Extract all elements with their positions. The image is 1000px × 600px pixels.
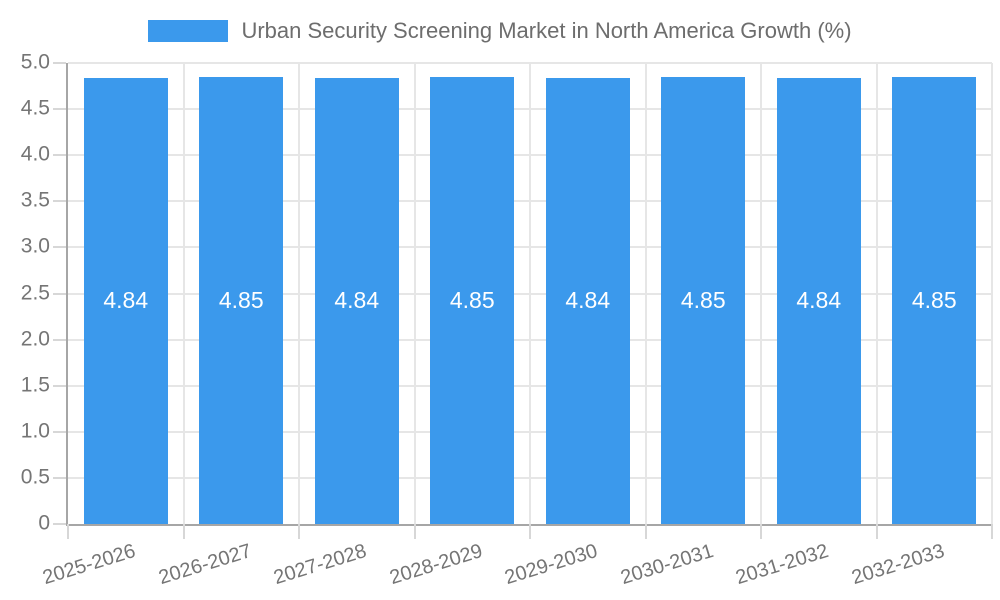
x-axis-tick <box>67 524 69 539</box>
x-axis-tick <box>182 524 185 539</box>
gridline-vertical <box>644 63 647 524</box>
x-axis-label: 2026-2027 <box>155 540 254 590</box>
x-axis-tick <box>298 524 300 539</box>
bar-2031-2032[interactable]: 4.84 <box>776 77 861 524</box>
y-axis-label: 1.0 <box>20 419 50 443</box>
y-axis-label: 5.0 <box>20 50 50 74</box>
gridline-vertical <box>991 63 993 524</box>
y-axis-tick <box>53 62 66 64</box>
y-axis-tick <box>53 523 66 525</box>
chart-legend: Urban Security Screening Market in North… <box>0 18 1000 44</box>
x-axis-tick <box>413 524 416 539</box>
bar-2027-2028[interactable]: 4.84 <box>314 77 399 524</box>
x-axis-tick <box>644 524 647 539</box>
y-axis-label: 2.0 <box>20 327 50 351</box>
x-axis-label: 2031-2032 <box>733 540 832 590</box>
y-axis-tick <box>53 108 66 111</box>
y-axis-label: 0 <box>38 511 50 535</box>
y-axis-label: 4.0 <box>20 142 50 166</box>
bar-value-label: 4.84 <box>565 287 611 314</box>
gridline-vertical <box>413 63 416 524</box>
bar-value-label: 4.84 <box>796 287 842 314</box>
bar-2029-2030[interactable]: 4.84 <box>545 77 630 524</box>
bar-2028-2029[interactable]: 4.85 <box>430 76 515 524</box>
gridline-vertical <box>298 63 300 524</box>
gridline-vertical <box>875 63 878 524</box>
x-axis-label: 2029-2030 <box>502 540 601 590</box>
x-axis-label: 2025-2026 <box>40 540 139 590</box>
y-axis-tick <box>53 384 66 387</box>
bar-value-label: 4.85 <box>449 286 495 313</box>
y-axis-tick <box>53 292 66 295</box>
bar-2030-2031[interactable]: 4.85 <box>661 76 746 524</box>
chart-title: Urban Security Screening Market in North… <box>241 18 852 43</box>
y-axis-tick <box>53 338 66 341</box>
y-axis-label: 3.5 <box>20 188 50 212</box>
y-axis-tick <box>53 476 66 479</box>
y-axis-label: 1.5 <box>20 373 50 397</box>
bar-2026-2027[interactable]: 4.85 <box>199 76 284 524</box>
y-axis-label: 4.5 <box>20 96 50 120</box>
plot-area: 0 0.5 1.0 1.5 2.0 2.5 3.0 3.5 4.0 4.5 5.0 4.84 2025-… <box>21 51 993 589</box>
bar-2032-2033[interactable]: 4.85 <box>892 76 977 524</box>
bar-value-label: 4.85 <box>680 286 726 313</box>
x-axis-tick <box>760 524 762 539</box>
x-axis-tick <box>875 524 878 539</box>
x-axis-tick <box>529 524 531 539</box>
bar-2025-2026[interactable]: 4.84 <box>83 77 168 524</box>
x-axis-label: 2032-2033 <box>848 540 947 590</box>
x-axis-tick <box>991 524 993 539</box>
legend-swatch[interactable] <box>148 20 229 42</box>
y-axis-line <box>66 63 68 524</box>
bar-value-label: 4.85 <box>218 286 264 313</box>
bar-value-label: 4.84 <box>103 287 149 314</box>
x-axis-label: 2028-2029 <box>386 540 485 590</box>
x-axis-label: 2030-2031 <box>617 540 716 590</box>
y-axis-label: 0.5 <box>20 465 50 489</box>
bar-value-label: 4.85 <box>911 286 957 313</box>
gridline-vertical <box>760 63 762 524</box>
y-axis-tick <box>53 430 66 433</box>
gridline-vertical <box>182 63 185 524</box>
bar-value-label: 4.84 <box>334 287 380 314</box>
y-axis-tick <box>53 246 66 249</box>
y-axis-tick <box>53 200 66 203</box>
y-axis-tick <box>53 154 66 157</box>
y-axis-label: 2.5 <box>20 281 50 305</box>
y-axis-label: 3.0 <box>20 234 50 258</box>
x-axis-label: 2027-2028 <box>271 540 370 590</box>
gridline-vertical <box>529 63 531 524</box>
